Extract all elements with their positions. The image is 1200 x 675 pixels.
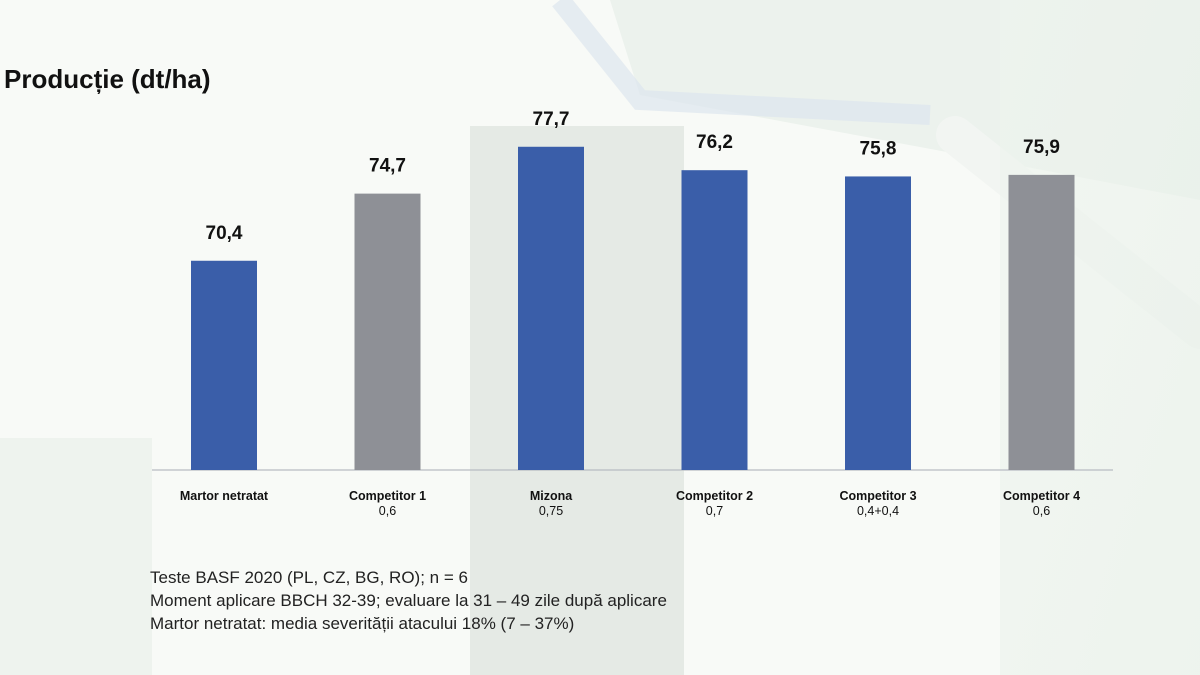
footnote-line: Teste BASF 2020 (PL, CZ, BG, RO); n = 6 — [150, 568, 468, 587]
bar — [518, 146, 584, 470]
x-tick-label: Competitor 1 0,6 — [349, 489, 426, 518]
x-tick-label-dose: 0,4+0,4 — [857, 504, 899, 518]
footnote-line: Moment aplicare BBCH 32-39; evaluare la … — [150, 591, 667, 610]
bar — [845, 176, 911, 471]
x-tick-label-name: Competitor 3 — [839, 489, 916, 503]
x-tick-label-name: Competitor 1 — [349, 489, 426, 503]
x-tick-label: Mizona 0,75 — [530, 489, 573, 518]
x-tick-label-dose: 0,7 — [706, 504, 723, 518]
x-tick-label-name: Mizona — [530, 489, 573, 503]
data-label: 70,4 — [206, 223, 243, 244]
data-label: 74,7 — [369, 156, 406, 177]
x-tick-label-name: Martor netratat — [180, 489, 269, 503]
data-label: 75,9 — [1023, 137, 1060, 158]
footnote-line: Martor netratat: media severității atacu… — [150, 614, 575, 633]
bar — [1008, 174, 1075, 470]
x-tick-label-dose: 0,6 — [379, 504, 396, 518]
x-tick-label: Competitor 2 0,7 — [676, 489, 753, 518]
bar — [354, 193, 421, 470]
footnotes: Teste BASF 2020 (PL, CZ, BG, RO); n = 6 … — [150, 566, 667, 635]
x-tick-label-name: Competitor 2 — [676, 489, 753, 503]
data-label: 77,7 — [533, 109, 570, 130]
x-tick-label-dose: 0,6 — [1033, 504, 1050, 518]
bar — [681, 170, 748, 470]
x-tick-label: Competitor 4 0,6 — [1003, 489, 1080, 518]
bar — [191, 260, 257, 470]
data-label: 76,2 — [696, 132, 733, 153]
x-tick-label-dose: 0,75 — [539, 504, 563, 518]
x-tick-label: Martor netratat — [180, 489, 269, 503]
data-label: 75,8 — [860, 138, 897, 159]
chart-title: Producție (dt/ha) — [4, 64, 211, 94]
x-tick-label: Competitor 3 0,4+0,4 — [839, 489, 916, 518]
x-tick-label-name: Competitor 4 — [1003, 489, 1080, 503]
